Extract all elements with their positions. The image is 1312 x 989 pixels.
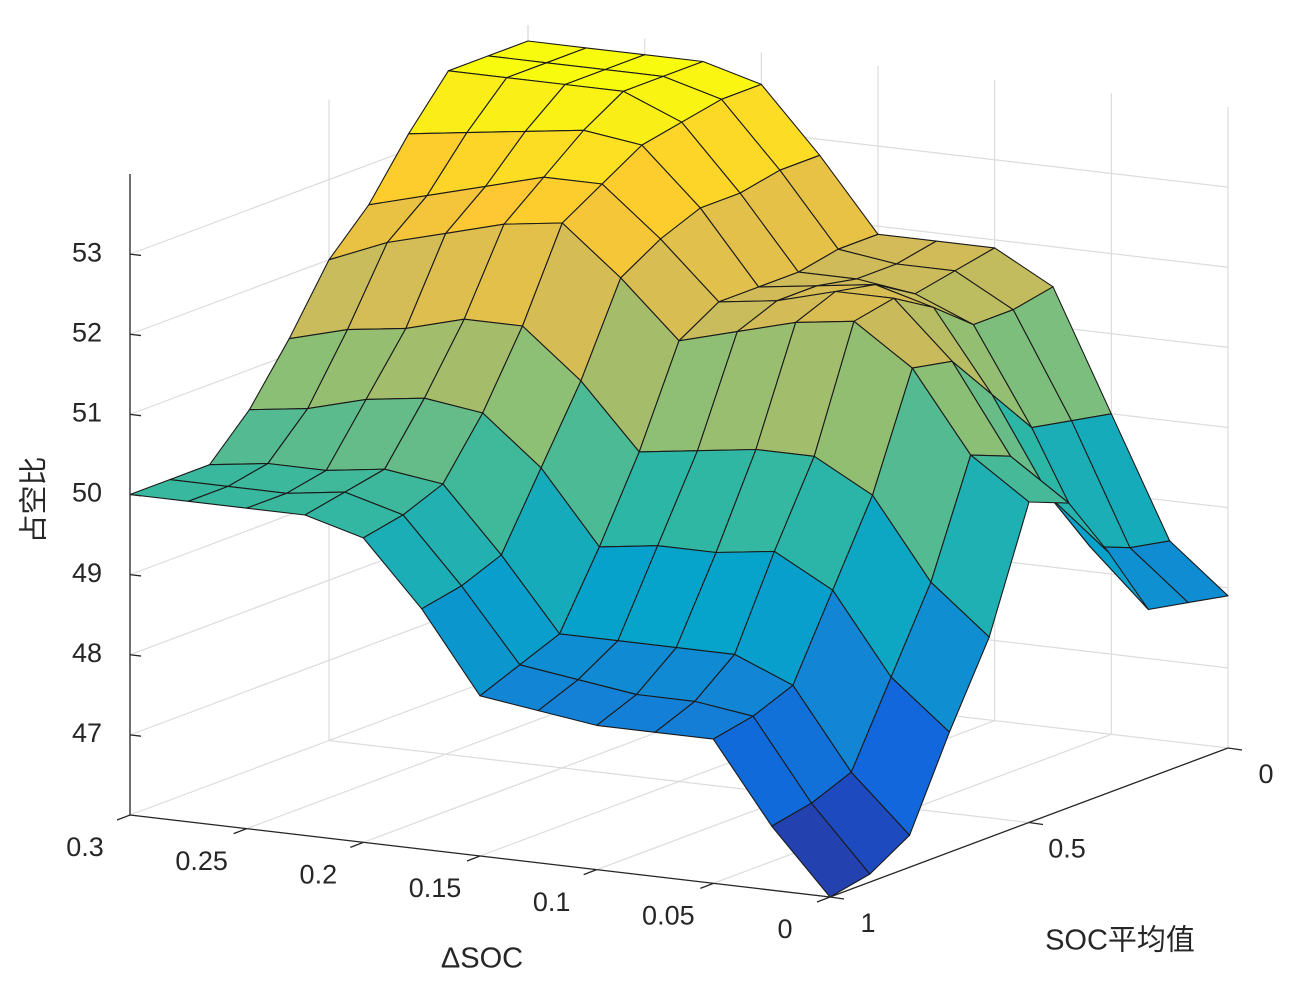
- y-tick: [829, 896, 845, 900]
- x-tick-label: 0: [777, 914, 792, 944]
- z-tick-label: 52: [72, 317, 102, 347]
- x-tick: [116, 814, 131, 821]
- x-tick-label: 0.2: [300, 859, 338, 889]
- y-axis-label: SOC平均值: [1045, 924, 1195, 957]
- z-tick-label: 47: [72, 718, 102, 748]
- z-tick: [129, 333, 142, 337]
- x-tick: [700, 882, 714, 889]
- z-tick-label: 51: [72, 398, 102, 428]
- x-tick-label: 0.15: [409, 873, 462, 903]
- grid-line: [129, 665, 529, 816]
- y-tick: [1227, 747, 1243, 751]
- y-tick-label: 0.5: [1048, 834, 1086, 864]
- z-tick-label: 53: [72, 237, 102, 267]
- z-tick: [129, 253, 142, 257]
- z-tick-label: 50: [72, 478, 102, 508]
- x-tick-label: 0.3: [66, 832, 104, 862]
- z-tick: [129, 573, 142, 577]
- y-tick: [1028, 821, 1044, 826]
- z-tick: [129, 413, 142, 417]
- surface-patch: [771, 802, 871, 898]
- x-tick-label: 0.25: [175, 846, 228, 876]
- y-tick-label: 0: [1258, 759, 1273, 789]
- z-tick-label: 48: [72, 638, 102, 668]
- x-tick: [466, 855, 481, 862]
- axes: 47 48 49 50 51 52 53 0 0.05 0.1 0.15 0.2 0.25 0.3 0 0.5…: [66, 174, 1274, 944]
- x-axis-label: ΔSOC: [441, 943, 523, 975]
- z-tick: [129, 493, 142, 497]
- x-tick-label: 0.1: [533, 887, 571, 917]
- x-tick: [583, 869, 597, 876]
- z-tick: [129, 654, 142, 657]
- x-tick: [233, 828, 247, 835]
- x-tick-label: 0.05: [642, 900, 695, 930]
- y-tick-label: 1: [860, 908, 875, 938]
- x-tick: [816, 896, 831, 903]
- z-axis-label: 占空比: [18, 456, 51, 543]
- surface: [129, 40, 1229, 898]
- z-tick: [129, 734, 142, 737]
- x-tick: [350, 841, 364, 848]
- z-tick-label: 49: [72, 558, 102, 588]
